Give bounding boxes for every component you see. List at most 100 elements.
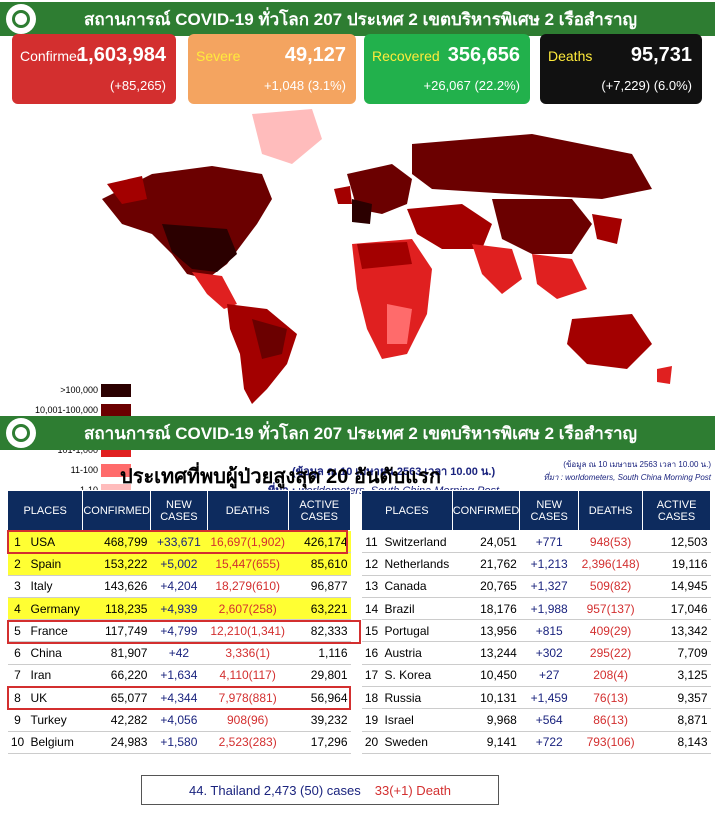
- row-confirmed: 143,626: [82, 575, 151, 598]
- row-place: Switzerland: [381, 530, 453, 554]
- table-row: 9 Turkey 42,282 +4,056 908(96) 39,232: [7, 708, 351, 732]
- row-deaths: 948(53): [578, 530, 643, 554]
- row-place: Germany: [27, 597, 83, 621]
- row-place: Belgium: [27, 731, 83, 754]
- row-place: Russia: [381, 686, 453, 710]
- row-active: 19,116: [642, 552, 711, 576]
- severe-card: Severe 49,127 +1,048 (3.1%): [188, 34, 356, 104]
- row-confirmed: 42,282: [82, 708, 151, 732]
- table-row: 15 Portugal 13,956 +815 409(29) 13,342: [361, 619, 711, 643]
- row-deaths: 509(82): [578, 575, 643, 598]
- row-new-cases: +4,204: [150, 575, 208, 598]
- table-row: 5 France 117,749 +4,799 12,210(1,341) 82,333: [7, 619, 351, 643]
- legend-swatch: [101, 463, 131, 477]
- row-new-cases: +42: [150, 641, 208, 665]
- col-confirmed: CONFIRMED: [82, 490, 151, 531]
- legend-swatch: [101, 383, 131, 397]
- table-row: 7 Iran 66,220 +1,634 4,110(117) 29,801: [7, 664, 351, 688]
- recovered-label: Recovered: [372, 48, 440, 64]
- row-deaths: 2,396(148): [578, 552, 643, 576]
- row-rank: 17: [361, 664, 382, 688]
- row-confirmed: 9,968: [452, 708, 520, 732]
- row-rank: 20: [361, 731, 382, 754]
- row-active: 8,871: [642, 708, 711, 732]
- row-new-cases: +1,988: [519, 597, 579, 621]
- row-active: 63,221: [288, 597, 351, 621]
- row-new-cases: +4,056: [150, 708, 208, 732]
- row-confirmed: 81,907: [82, 641, 151, 665]
- recovered-change: +26,067 (22.2%): [423, 78, 520, 93]
- section-banner: สถานการณ์ COVID-19 ทั่วโลก 207 ประเทศ 2 …: [0, 416, 715, 450]
- row-confirmed: 9,141: [452, 731, 520, 754]
- row-confirmed: 18,176: [452, 597, 520, 621]
- row-confirmed: 65,077: [82, 686, 151, 710]
- table-row: 18 Russia 10,131 +1,459 76(13) 9,357: [361, 686, 711, 710]
- row-active: 1,116: [288, 641, 351, 665]
- table-row: 16 Austria 13,244 +302 295(22) 7,709: [361, 641, 711, 665]
- row-active: 17,296: [288, 731, 351, 754]
- row-rank: 5: [7, 619, 28, 643]
- legend-item: 11-100: [26, 460, 131, 480]
- row-deaths: 16,697(1,902): [207, 530, 289, 554]
- row-place: Italy: [27, 575, 83, 598]
- recovered-card: Recovered 356,656 +26,067 (22.2%): [364, 34, 530, 104]
- row-rank: 13: [361, 575, 382, 598]
- col-places: PLACES: [6, 490, 84, 531]
- row-new-cases: +1,327: [519, 575, 579, 598]
- row-new-cases: +771: [519, 530, 579, 554]
- row-new-cases: +4,939: [150, 597, 208, 621]
- row-confirmed: 117,749: [82, 619, 151, 643]
- row-deaths: 295(22): [578, 641, 643, 665]
- row-confirmed: 66,220: [82, 664, 151, 688]
- section-banner-title: สถานการณ์ COVID-19 ทั่วโลก 207 ประเทศ 2 …: [83, 423, 638, 443]
- row-new-cases: +1,580: [150, 731, 208, 754]
- row-active: 8,143: [642, 731, 711, 754]
- top20-title: ประเทศที่พบผู้ป่วยสูงสุด 20 อันดับแรก: [120, 466, 441, 488]
- row-new-cases: +815: [519, 619, 579, 643]
- row-rank: 12: [361, 552, 382, 576]
- row-rank: 8: [7, 686, 28, 710]
- row-confirmed: 20,765: [452, 575, 520, 598]
- legend-item: 10,001-100,000: [26, 400, 131, 420]
- thailand-summary: 44. Thailand 2,473 (50) cases 33(+1) Dea…: [141, 775, 499, 805]
- world-map-graphic: [102, 109, 672, 404]
- row-place: Portugal: [381, 619, 453, 643]
- table-row: 4 Germany 118,235 +4,939 2,607(258) 63,221: [7, 597, 351, 621]
- legend-item: >100,000: [26, 380, 131, 400]
- row-confirmed: 10,450: [452, 664, 520, 688]
- row-rank: 4: [7, 597, 28, 621]
- row-rank: 18: [361, 686, 382, 710]
- deaths-card: Deaths 95,731 (+7,229) (6.0%): [540, 34, 702, 104]
- row-place: Israel: [381, 708, 453, 732]
- row-active: 56,964: [288, 686, 351, 710]
- row-deaths: 3,336(1): [207, 641, 289, 665]
- table-row: 2 Spain 153,222 +5,002 15,447(655) 85,610: [7, 552, 351, 576]
- row-active: 13,342: [642, 619, 711, 643]
- col-new-cases: NEW CASES: [519, 490, 580, 531]
- row-confirmed: 10,131: [452, 686, 520, 710]
- col-active-cases: ACTIVE CASES: [642, 490, 711, 531]
- row-rank: 19: [361, 708, 382, 732]
- legend-label: 101-1,000: [57, 445, 98, 455]
- row-active: 39,232: [288, 708, 351, 732]
- row-rank: 14: [361, 597, 382, 621]
- row-new-cases: +1,634: [150, 664, 208, 688]
- row-active: 96,877: [288, 575, 351, 598]
- row-rank: 15: [361, 619, 382, 643]
- table-row: 17 S. Korea 10,450 +27 208(4) 3,125: [361, 664, 711, 688]
- row-rank: 2: [7, 552, 28, 576]
- confirmed-label: Confirmed: [20, 48, 85, 64]
- row-deaths: 15,447(655): [207, 552, 289, 576]
- world-map: >100,00010,001-100,0001,001-10,000101-1,…: [12, 104, 702, 517]
- row-place: Canada: [381, 575, 453, 598]
- row-active: 29,801: [288, 664, 351, 688]
- col-places: PLACES: [361, 490, 453, 531]
- row-new-cases: +1,213: [519, 552, 579, 576]
- row-new-cases: +302: [519, 641, 579, 665]
- row-confirmed: 468,799: [82, 530, 151, 554]
- table-note: (ข้อมูล ณ 10 เมษายน 2563 เวลา 10.00 น.) …: [543, 460, 711, 482]
- row-active: 12,503: [642, 530, 711, 554]
- row-deaths: 908(96): [207, 708, 289, 732]
- row-place: S. Korea: [381, 664, 453, 688]
- severe-value: 49,127: [284, 44, 346, 66]
